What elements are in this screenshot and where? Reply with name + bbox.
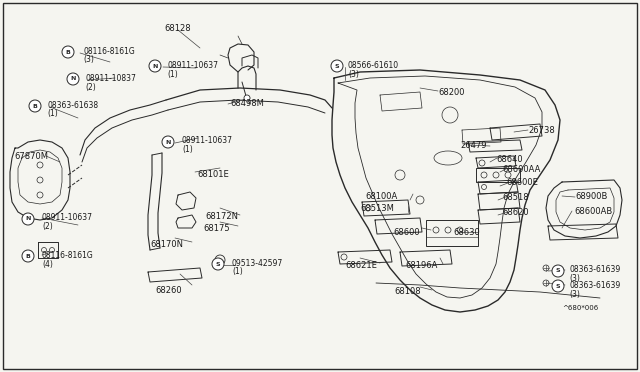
Text: 08911-10637: 08911-10637 [42, 213, 93, 222]
Text: 08116-8161G: 08116-8161G [83, 47, 135, 56]
Text: 68101E: 68101E [197, 170, 228, 179]
Text: 68498M: 68498M [230, 99, 264, 108]
Text: 68170N: 68170N [150, 240, 183, 249]
Text: (1): (1) [232, 267, 243, 276]
Bar [476, 168, 520, 182]
Circle shape [552, 280, 564, 292]
Text: B: B [33, 103, 37, 109]
Text: 08363-61638: 08363-61638 [47, 101, 98, 110]
Text: 68630: 68630 [453, 228, 480, 237]
Text: 68172N: 68172N [205, 212, 238, 221]
Text: 67870M: 67870M [14, 152, 48, 161]
Text: 68621E: 68621E [345, 261, 377, 270]
Circle shape [29, 100, 41, 112]
Text: 08116-8161G: 08116-8161G [42, 251, 93, 260]
Text: 68200: 68200 [438, 88, 465, 97]
Text: (3): (3) [569, 290, 580, 299]
Text: 68640: 68640 [496, 155, 523, 164]
Circle shape [162, 136, 174, 148]
Circle shape [22, 213, 34, 225]
Text: N: N [26, 217, 31, 221]
Text: (1): (1) [167, 70, 178, 79]
Circle shape [212, 258, 224, 270]
Text: N: N [165, 140, 171, 144]
Text: B: B [26, 253, 31, 259]
Text: 68196A: 68196A [405, 261, 437, 270]
Text: N: N [152, 64, 157, 68]
Text: 08911-10637: 08911-10637 [182, 136, 233, 145]
Text: S: S [556, 283, 560, 289]
Circle shape [149, 60, 161, 72]
Circle shape [244, 95, 250, 101]
Text: 68900B: 68900B [575, 192, 607, 201]
Text: 68260: 68260 [155, 286, 182, 295]
Text: (1): (1) [47, 109, 58, 118]
Circle shape [552, 265, 564, 277]
Text: (1): (1) [182, 145, 193, 154]
Text: 26479: 26479 [460, 141, 486, 150]
Text: 68108: 68108 [394, 287, 420, 296]
Text: (3): (3) [83, 55, 94, 64]
Text: 68600AA: 68600AA [502, 165, 540, 174]
Text: 08566-61610: 08566-61610 [348, 61, 399, 70]
Text: 08911-10837: 08911-10837 [85, 74, 136, 83]
Text: 09513-42597: 09513-42597 [232, 259, 284, 268]
Text: (3): (3) [569, 274, 580, 283]
Text: 68100A: 68100A [365, 192, 397, 201]
Text: 68175: 68175 [203, 224, 230, 233]
Text: 68620: 68620 [502, 208, 529, 217]
Circle shape [331, 60, 343, 72]
Text: 08911-10637: 08911-10637 [167, 61, 218, 70]
Text: (4): (4) [42, 260, 53, 269]
Text: S: S [216, 262, 220, 266]
Text: 68518: 68518 [502, 193, 529, 202]
Text: 68600: 68600 [393, 228, 420, 237]
Text: B: B [65, 49, 70, 55]
Text: N: N [70, 77, 76, 81]
Text: (3): (3) [348, 70, 359, 79]
Text: (2): (2) [42, 222, 52, 231]
Text: 68513M: 68513M [360, 204, 394, 213]
Text: S: S [556, 269, 560, 273]
Text: S: S [335, 64, 339, 68]
Text: 68600AB: 68600AB [574, 207, 612, 216]
Text: 68128: 68128 [164, 24, 191, 33]
Text: ^680*006: ^680*006 [562, 305, 598, 311]
Text: (2): (2) [85, 83, 96, 92]
Text: 08363-61639: 08363-61639 [569, 281, 620, 290]
Text: 08363-61639: 08363-61639 [569, 265, 620, 274]
Text: 26738: 26738 [528, 126, 555, 135]
Circle shape [22, 250, 34, 262]
Bar [426, 220, 478, 246]
Circle shape [62, 46, 74, 58]
Circle shape [67, 73, 79, 85]
Text: 68600E: 68600E [506, 178, 538, 187]
